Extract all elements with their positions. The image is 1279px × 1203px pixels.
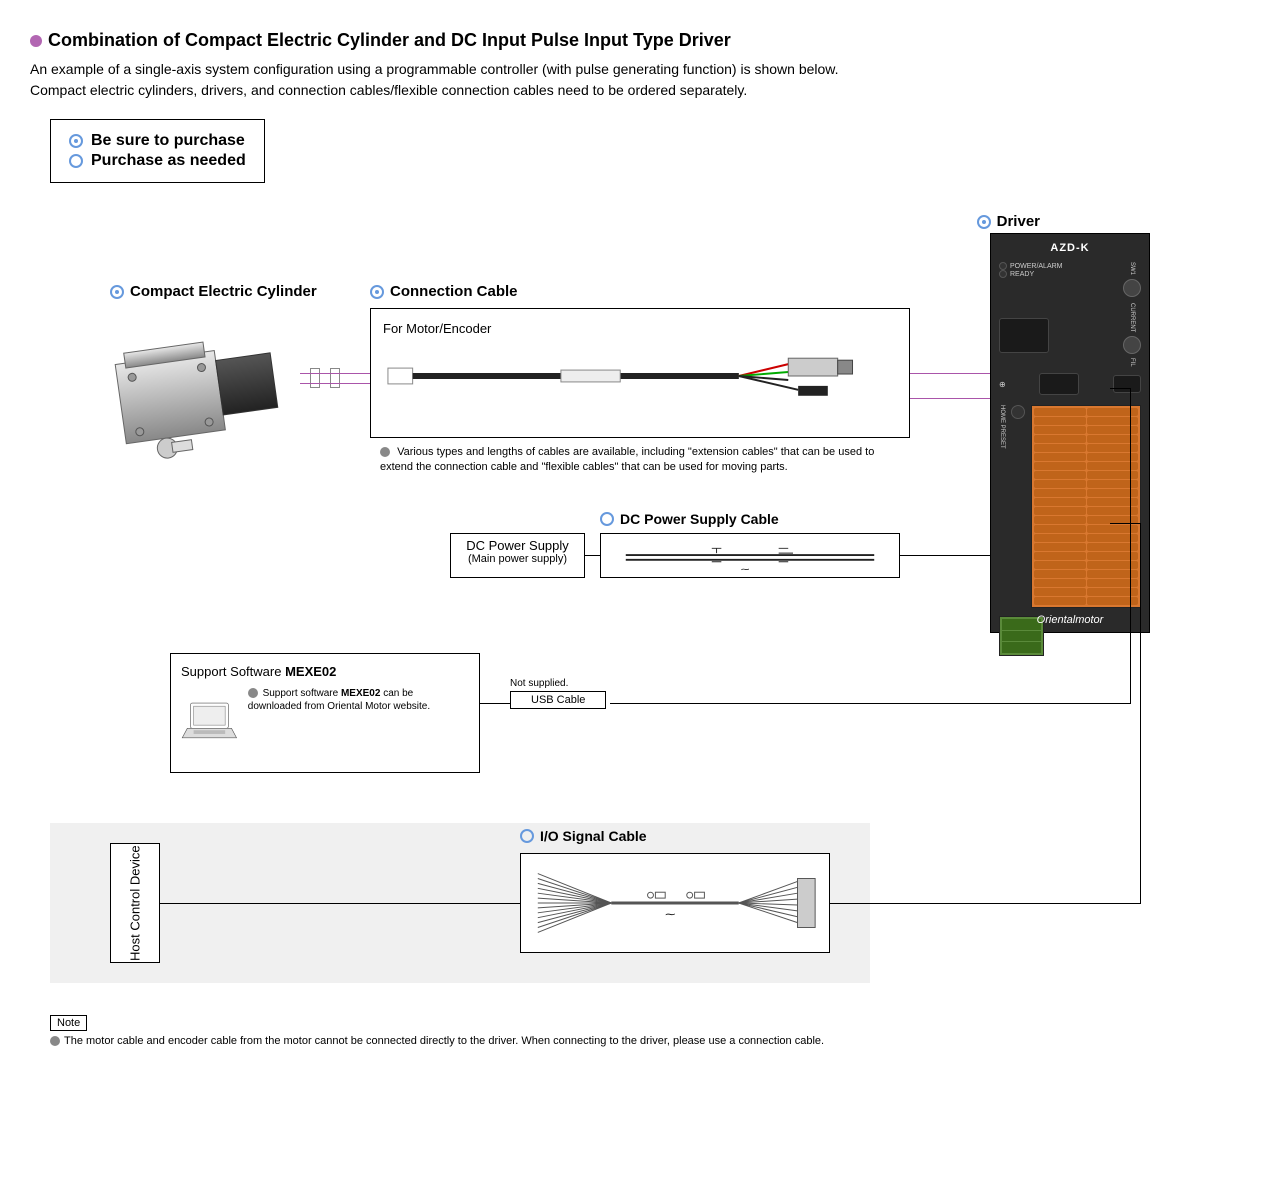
connector-stub-2 — [330, 368, 340, 388]
io-cable-label: I/O Signal Cable — [540, 828, 647, 844]
driver-component: AZD-K POWER/ALARM READY SW1 CURRENT FIL — [990, 233, 1150, 633]
connector-stub-1 — [310, 368, 320, 388]
driver-port-1 — [999, 318, 1049, 353]
driver-usb-port — [1113, 375, 1141, 393]
driver-terminal-orange: for(let i=0;i<24;i++)document.write('<di… — [1031, 405, 1141, 608]
conn-cable-label-row: Connection Cable — [370, 283, 518, 300]
required-icon — [69, 134, 83, 148]
driver-led-ready: READY — [1010, 271, 1034, 278]
dc-cable-label-row: DC Power Supply Cable — [600, 511, 779, 527]
dc-power-supply-label: DC Power Supply — [455, 538, 580, 553]
not-supplied-label: Not supplied. — [510, 678, 606, 689]
line-io-4 — [1110, 523, 1140, 524]
support-note-1: Support software — [263, 688, 341, 699]
intro-line-2: Compact electric cylinders, drivers, and… — [30, 80, 1249, 101]
legend-box: Be sure to purchase Purchase as needed — [50, 119, 265, 183]
legend-optional-label: Purchase as needed — [91, 152, 246, 170]
driver-led-power: POWER/ALARM — [1010, 263, 1063, 270]
note-section: Note The motor cable and encoder cable f… — [50, 1013, 824, 1047]
line-usb-1 — [480, 703, 510, 704]
cylinder-component — [100, 313, 300, 463]
intro-text: An example of a single-axis system confi… — [30, 59, 1249, 101]
info-dot-icon — [248, 688, 258, 698]
host-control-box: Host Control Device — [110, 843, 160, 963]
line-usb-4 — [1110, 388, 1130, 389]
line-dc-2 — [900, 555, 990, 556]
dc-power-supply-box: DC Power Supply (Main power supply) — [450, 533, 585, 578]
optional-icon — [69, 154, 83, 168]
driver-dial-1 — [1123, 279, 1141, 297]
host-control-label: Host Control Device — [111, 844, 159, 962]
for-motor-encoder: For Motor/Encoder — [383, 321, 897, 336]
dc-cable-box: ⁓ — [600, 533, 900, 578]
mexe02-inline: MEXE02 — [341, 688, 380, 699]
connection-cable-box: For Motor/Encoder — [370, 308, 910, 438]
mexe02-label: MEXE02 — [285, 664, 336, 679]
io-cable-box: ⁓ — [520, 853, 830, 953]
line-io-1 — [160, 903, 520, 904]
line-dc-1 — [585, 555, 600, 556]
svg-text:⁓: ⁓ — [741, 564, 750, 574]
line-io-3 — [1140, 523, 1141, 904]
support-note: Support software MEXE02 can be downloade… — [248, 687, 469, 713]
info-dot-icon — [380, 447, 390, 457]
note-text: The motor cable and encoder cable from t… — [64, 1035, 824, 1047]
driver-current-label: CURRENT — [1129, 303, 1135, 332]
cable-desc-text: Various types and lengths of cables are … — [380, 446, 874, 473]
note-text-row: The motor cable and encoder cable from t… — [50, 1035, 824, 1047]
main-power-label: (Main power supply) — [455, 553, 580, 565]
page-title-row: Combination of Compact Electric Cylinder… — [30, 30, 1249, 51]
required-icon — [110, 285, 124, 299]
dc-cable-label: DC Power Supply Cable — [620, 511, 779, 527]
system-diagram: Driver AZD-K POWER/ALARM READY SW1 CURRE… — [50, 213, 1150, 1083]
usb-cable-label: USB Cable — [510, 691, 606, 709]
driver-sw1-label: SW1 — [1129, 262, 1135, 275]
optional-icon — [520, 829, 534, 843]
cable-desc-row: Various types and lengths of cables are … — [380, 445, 880, 476]
support-sw-label: Support Software — [181, 664, 281, 679]
support-software-box: Support Software MEXE02 Support software… — [170, 653, 480, 773]
line-usb-2 — [610, 703, 1130, 704]
svg-text:⁓: ⁓ — [665, 910, 675, 921]
io-cable-label-row: I/O Signal Cable — [520, 828, 647, 844]
info-dot-icon — [50, 1036, 60, 1046]
driver-dial-2 — [1123, 336, 1141, 354]
line-cyl-cable-1 — [300, 373, 370, 374]
driver-model: AZD-K — [999, 242, 1141, 254]
legend-required: Be sure to purchase — [69, 132, 246, 150]
intro-line-1: An example of a single-axis system confi… — [30, 59, 1249, 80]
cylinder-label-row: Compact Electric Cylinder — [110, 283, 317, 300]
line-usb-3 — [1130, 388, 1131, 704]
note-tag: Note — [50, 1015, 87, 1031]
title-bullet-icon — [30, 35, 42, 47]
line-cable-driver-2 — [910, 398, 990, 399]
line-cable-driver-1 — [910, 373, 990, 374]
optional-icon — [600, 512, 614, 526]
usb-cable-group: Not supplied. USB Cable — [510, 678, 606, 709]
driver-brand: Orientalmotor — [991, 614, 1149, 626]
line-cyl-cable-2 — [300, 383, 370, 384]
driver-label-row: Driver — [977, 213, 1040, 230]
legend-required-label: Be sure to purchase — [91, 132, 245, 150]
legend-optional: Purchase as needed — [69, 152, 246, 170]
driver-port-2 — [1039, 373, 1079, 395]
required-icon — [977, 215, 991, 229]
line-io-2 — [830, 903, 1140, 904]
driver-home-label: HOME PRESET — [999, 405, 1005, 449]
cable-illustration — [383, 346, 897, 406]
driver-fil-label: FIL — [1129, 358, 1135, 367]
laptop-icon — [181, 687, 238, 757]
driver-label: Driver — [997, 213, 1040, 230]
required-icon — [370, 285, 384, 299]
page-title: Combination of Compact Electric Cylinder… — [48, 30, 731, 51]
cylinder-label: Compact Electric Cylinder — [130, 283, 317, 300]
conn-cable-label: Connection Cable — [390, 283, 518, 300]
driver-home-button — [1011, 405, 1025, 419]
